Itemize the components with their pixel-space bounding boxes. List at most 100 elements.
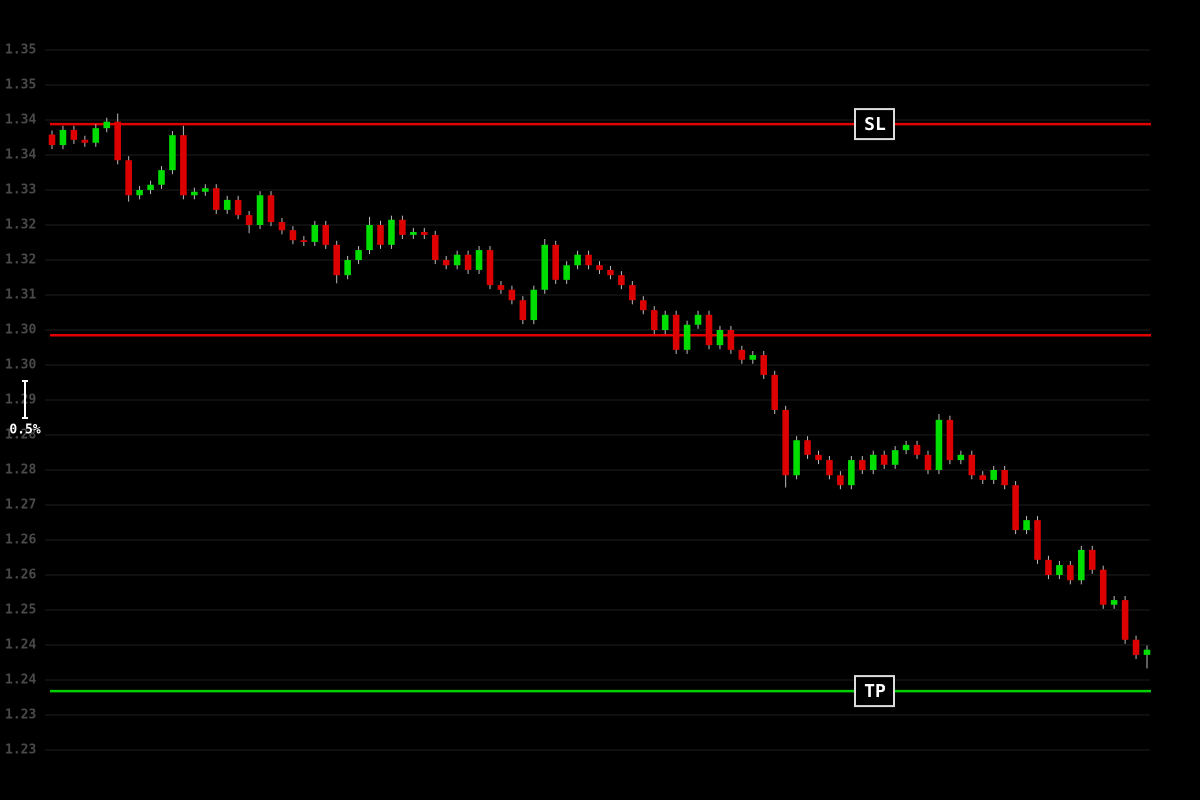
- candle-body: [629, 285, 636, 301]
- candle-body: [618, 275, 625, 286]
- labels: 1.35 1.35 1.34 1.34 1.33 1.32 1.32 1.31 1.30 1.30…: [5, 43, 895, 758]
- y-tick-label: 1.35: [5, 78, 36, 93]
- y-tick-label: 1.28: [5, 428, 36, 443]
- level-label: TP: [864, 681, 886, 702]
- candle-body: [683, 324, 691, 350]
- candle-body: [1001, 470, 1008, 486]
- y-tick-label: 1.25: [5, 603, 36, 618]
- candle-body: [672, 314, 680, 350]
- candle-body: [486, 250, 494, 286]
- candle-body: [596, 265, 603, 270]
- candle-body: [1056, 565, 1063, 575]
- candle-body: [574, 254, 581, 266]
- candle-body: [366, 225, 373, 251]
- candle-body: [716, 330, 724, 346]
- level-label-box: [854, 675, 895, 708]
- candle-body: [968, 454, 976, 476]
- grid: [45, 49, 1150, 751]
- candle-body: [81, 139, 89, 143]
- candle-body: [1121, 600, 1129, 640]
- candle-body: [935, 419, 943, 470]
- candle-body: [245, 215, 253, 225]
- candle-body: [1034, 520, 1041, 560]
- candle-body: [114, 121, 121, 161]
- candle-body: [388, 219, 395, 245]
- candle-body: [869, 454, 877, 470]
- ruler-label: 0.5%: [9, 423, 40, 438]
- candle-body: [749, 355, 757, 360]
- candle-body: [815, 454, 822, 461]
- candle-body: [333, 244, 340, 276]
- candles: [48, 113, 1151, 669]
- candle-body: [541, 244, 549, 290]
- y-tick-label: 1.30: [5, 323, 36, 338]
- y-tick-label: 1.23: [5, 743, 36, 758]
- candle-body: [147, 184, 154, 190]
- candle-body: [431, 234, 439, 260]
- candle-body: [256, 195, 264, 225]
- candle-body: [661, 314, 669, 330]
- level-label: SL: [864, 114, 886, 135]
- candle-body: [191, 191, 198, 196]
- candle-body: [530, 289, 538, 321]
- candle-body: [552, 244, 559, 280]
- candle-body: [804, 440, 811, 455]
- candle-body: [278, 222, 286, 231]
- candle-body: [793, 440, 800, 476]
- candle-body: [125, 160, 132, 196]
- candle-body: [453, 254, 461, 266]
- y-tick-label: 1.24: [5, 673, 36, 688]
- candle-body: [92, 128, 100, 143]
- candle-body: [694, 314, 702, 325]
- candle-body: [464, 254, 472, 270]
- candle-body: [519, 300, 527, 321]
- level-label-box: [854, 108, 895, 141]
- y-tick-label: 1.24: [5, 638, 36, 653]
- candle-body: [738, 349, 746, 360]
- candle-body: [1088, 549, 1096, 570]
- candle-body: [180, 135, 187, 196]
- candle-body: [957, 454, 965, 461]
- candle-body: [508, 289, 516, 301]
- levels: [50, 122, 1151, 693]
- candle-body: [891, 450, 899, 465]
- candle-body: [169, 135, 176, 171]
- y-tick-label: 1.23: [5, 708, 36, 723]
- candle-body: [355, 250, 362, 260]
- candle-body: [1012, 485, 1019, 531]
- y-tick-label: 1.31: [5, 288, 36, 303]
- candle-body: [410, 232, 417, 235]
- candle-body: [223, 199, 231, 210]
- y-tick-label: 1.26: [5, 533, 36, 548]
- candle-body: [1110, 600, 1118, 605]
- candle-body: [880, 454, 888, 465]
- candle-body: [1023, 520, 1030, 531]
- candle-body: [267, 195, 275, 223]
- candle-body: [311, 225, 319, 242]
- candle-body: [48, 134, 56, 146]
- candle-body: [782, 409, 789, 476]
- candle-body: [202, 188, 209, 192]
- y-tick-label: 1.33: [5, 183, 36, 198]
- candle-body: [990, 470, 997, 480]
- candle-body: [1067, 565, 1074, 581]
- candle-body: [1045, 559, 1052, 575]
- candle-body: [442, 260, 450, 266]
- candle-body: [475, 250, 483, 270]
- y-tick-label: 1.34: [5, 113, 36, 128]
- y-tick-label: 1.34: [5, 148, 36, 163]
- candle-body: [607, 269, 614, 276]
- candle-body: [924, 454, 932, 470]
- candle-body: [344, 260, 351, 276]
- candle-body: [1099, 569, 1107, 605]
- candle-body: [322, 225, 330, 245]
- y-tick-label: 1.35: [5, 43, 36, 58]
- candle-body: [1143, 649, 1151, 655]
- candle-body: [585, 254, 592, 266]
- candle-body: [234, 199, 242, 216]
- candle-body: [946, 419, 954, 461]
- candle-body: [70, 129, 78, 140]
- candle-body: [859, 460, 866, 470]
- candle-body: [771, 374, 778, 410]
- candle-body: [705, 314, 713, 346]
